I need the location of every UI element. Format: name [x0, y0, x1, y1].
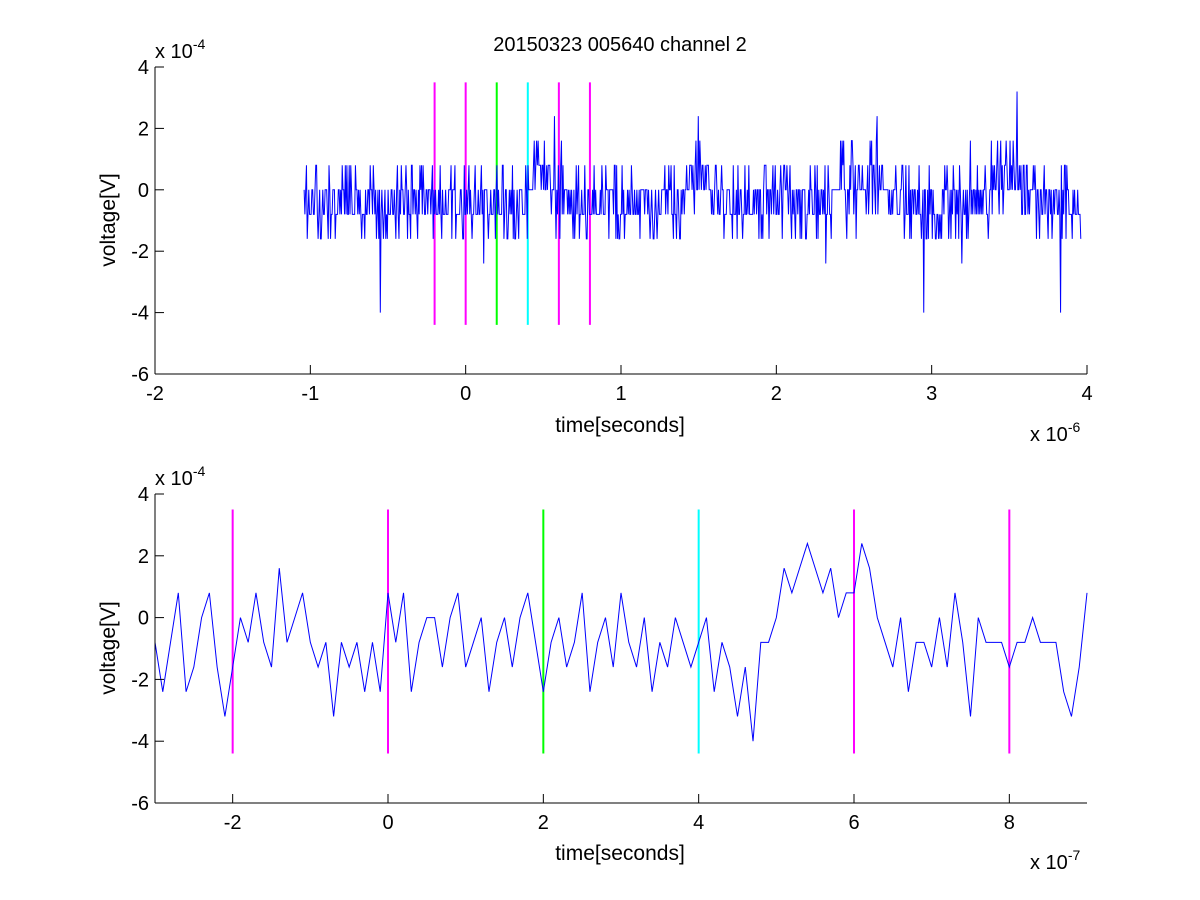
top-x-tick-label-5: 3 — [926, 383, 937, 405]
top-y-axis-label: voltage[V] — [97, 173, 120, 266]
bottom-y-tick-label-2: -2 — [131, 669, 149, 691]
top-x-tick-label-6: 4 — [1081, 383, 1092, 405]
bottom-y-multiplier: x 10-4 — [155, 463, 205, 490]
bottom-y-tick-label-4: 2 — [138, 546, 149, 568]
bottom-x-tick-labels: -2 0 2 4 6 8 — [224, 812, 1015, 834]
top-y-multiplier-base: x 10 — [155, 41, 193, 63]
top-y-tick-label-4: 2 — [138, 118, 149, 140]
bottom-signal-line-0 — [154, 541, 1088, 742]
bottom-x-tick-label-3: 4 — [693, 812, 704, 834]
bottom-tick-marks — [155, 493, 1010, 804]
top-x-tick-label-2: 0 — [460, 383, 471, 405]
top-y-tick-label-5: 4 — [138, 57, 149, 79]
bottom-x-axis-label: time[seconds] — [555, 842, 685, 865]
top-x-tick-label-0: -2 — [146, 383, 164, 405]
bottom-y-multiplier-base: x 10 — [155, 468, 193, 490]
top-y-tick-label-1: -4 — [131, 303, 149, 325]
top-y-tick-label-2: -2 — [131, 241, 149, 263]
top-x-tick-label-3: 1 — [615, 383, 626, 405]
top-x-axis-label: time[seconds] — [555, 414, 685, 437]
bottom-marker-lines — [231, 509, 1011, 754]
top-x-multiplier-base: x 10 — [1030, 424, 1068, 446]
bottom-signal-series — [154, 541, 1088, 742]
bottom-plot-area — [155, 494, 1087, 803]
bottom-y-tick-label-5: 4 — [138, 484, 149, 506]
top-y-tick-label-3: 0 — [138, 180, 149, 202]
bottom-x-multiplier-exponent: -7 — [1068, 847, 1081, 863]
bottom-x-tick-label-0: -2 — [224, 812, 242, 834]
bottom-axes — [154, 494, 1087, 804]
top-x-tick-label-1: -1 — [301, 383, 319, 405]
top-tick-marks — [154, 66, 1088, 375]
bottom-y-tick-label-1: -4 — [131, 731, 149, 753]
top-x-tick-labels: -2 -1 0 1 2 3 4 — [146, 383, 1092, 405]
bottom-x-multiplier: x 10-7 — [1030, 847, 1080, 874]
top-y-tick-label-0: -6 — [131, 364, 149, 386]
bottom-y-tick-label-0: -6 — [131, 793, 149, 815]
bottom-y-multiplier-exponent: -4 — [193, 463, 206, 479]
top-x-multiplier-exponent: -6 — [1068, 419, 1081, 435]
bottom-y-axis-label: voltage[V] — [97, 601, 120, 694]
figure-title: 20150323 005640 channel 2 — [493, 34, 747, 56]
bottom-x-tick-label-5: 8 — [1004, 812, 1015, 834]
bottom-x-tick-label-4: 6 — [848, 812, 859, 834]
top-plot-area — [155, 67, 1087, 374]
bottom-x-multiplier-base: x 10 — [1030, 852, 1068, 874]
bottom-x-tick-label-2: 2 — [538, 812, 549, 834]
bottom-y-tick-label-3: 0 — [138, 608, 149, 630]
bottom-y-tick-labels: -6 -4 -2 0 2 4 — [131, 484, 149, 815]
top-x-multiplier: x 10-6 — [1030, 419, 1080, 446]
top-y-tick-labels: -6 -4 -2 0 2 4 — [131, 57, 149, 386]
top-y-multiplier-exponent: -4 — [193, 36, 206, 52]
top-signal-series — [303, 91, 1082, 313]
top-y-multiplier: x 10-4 — [155, 36, 205, 63]
top-signal-line-0 — [303, 91, 1082, 313]
top-plot-panel: -2 -1 0 1 2 3 4 -6 -4 -2 0 2 4 time[seconds] voltag… — [97, 36, 1093, 446]
top-x-tick-label-4: 2 — [771, 383, 782, 405]
bottom-plot-panel: -2 0 2 4 6 8 -6 -4 -2 0 2 4 time[seconds] voltage[… — [97, 463, 1088, 874]
bottom-x-tick-label-1: 0 — [382, 812, 393, 834]
